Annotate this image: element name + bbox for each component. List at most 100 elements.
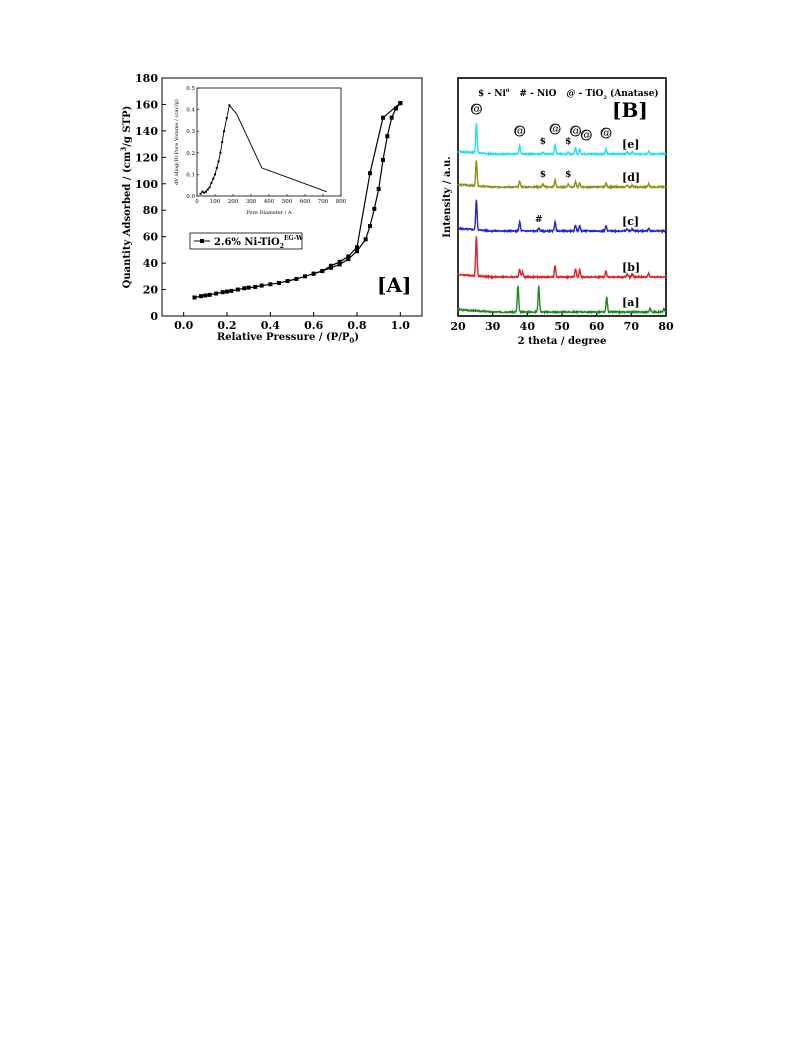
nio-marker: # (535, 215, 543, 225)
inset-point (217, 160, 220, 163)
inset-point (205, 190, 207, 193)
inset-y-tick-label: 0.2 (186, 151, 195, 157)
inset-y-ticks: 0.0 0.1 0.2 0.3 0.4 0.5 (186, 86, 199, 200)
inset-y-tick-label: 0.0 (186, 194, 195, 200)
panel-a-x-tick-label: 1.0 (391, 319, 410, 332)
inset-point (223, 130, 225, 133)
panel-b-phase-legend: $ - Ni0 # - NiO @ - TiO2 (Anatase) (478, 88, 659, 101)
panel-a-x-tick-label: 0.2 (217, 319, 236, 332)
panel-b-x-tick-label: 30 (485, 320, 501, 333)
panel-a-legend-box (189, 232, 303, 250)
xrd-series-label: [e] (622, 138, 639, 151)
panel-a-adsorption-point (385, 134, 390, 139)
inset-x-axis-label: Pore Diameter / A (246, 210, 292, 216)
inset-point (212, 177, 215, 180)
inset-y-tick-label: 0.3 (186, 129, 195, 135)
inset-point (221, 141, 224, 143)
panel-a-adsorption-point (253, 284, 258, 289)
panel-b-x-ticks: 20 30 40 50 60 70 80 (450, 312, 674, 333)
anatase-marker-ring (514, 125, 526, 137)
panel-a-adsorption-point (376, 187, 381, 192)
panel-a-adsorption-point (199, 294, 203, 299)
panel-a-x-tick-label: 0.4 (261, 319, 280, 332)
panel-a-adsorption-point (192, 295, 197, 300)
panel-a-plot-frame (161, 77, 423, 317)
ni-marker: $ (540, 137, 546, 147)
panel-a-adsorption-point (372, 206, 377, 211)
panel-a-desorption-point (355, 245, 359, 250)
inset-y-tick-label: 0.5 (186, 86, 195, 92)
xrd-pattern-d (457, 160, 667, 190)
inset-point (225, 117, 228, 120)
panel-a-adsorption-point (220, 290, 225, 295)
panel-a-adsorption-point (207, 292, 212, 297)
panel-a-y-tick-label: 160 (135, 98, 158, 111)
panel-a-series (192, 101, 403, 300)
panel-a-y-tick-label: 180 (135, 72, 158, 85)
panel-a-adsorption-point (259, 283, 264, 288)
inset-x-tick-label: 100 (210, 199, 221, 205)
panel-b-series (457, 122, 667, 315)
panel-b-series-labels: [a] [b] [c] [d] [e] (622, 138, 640, 309)
panel-a-desorption-point (311, 271, 316, 276)
panel-a-adsorption-point (389, 115, 394, 120)
inset-x-tick-label: 0 (195, 199, 199, 205)
xrd-pattern-b (457, 236, 667, 281)
inset-x-tick-label: 800 (336, 199, 347, 205)
panel-a-adsorption-point (268, 282, 273, 287)
inset-x-tick-label: 700 (318, 199, 329, 205)
anatase-marker: @ (550, 122, 561, 135)
panel-a-adsorption-point (303, 274, 307, 279)
panel-a-x-tick-label: 0.8 (347, 319, 366, 332)
panel-b-x-axis-label: 2 theta / degree (518, 336, 607, 347)
panel-b-x-tick-label: 20 (450, 320, 466, 333)
panel-a-legend-text: 2.6% Ni-TiO2EG-W (214, 235, 303, 250)
ni-marker: $ (565, 170, 571, 180)
panel-a-adsorption-point (363, 237, 368, 242)
panel-a-adsorption-point (203, 293, 208, 298)
panel-b-x-tick-label: 60 (589, 320, 605, 333)
inset-point (208, 186, 211, 189)
panel-a-adsorption-point (355, 249, 359, 254)
panel-a-y-tick-label: 80 (143, 204, 159, 217)
inset-point (228, 104, 231, 107)
panel-a-adsorption-point (346, 257, 351, 262)
anatase-marker: @ (581, 128, 592, 141)
panel-a-y-tick-label: 120 (135, 151, 158, 164)
panel-a-desorption-point (337, 259, 342, 264)
inset-point (214, 173, 216, 176)
anatase-marker: @ (570, 124, 581, 137)
panel-a-y-tick-label: 20 (143, 284, 159, 297)
inset-point (206, 188, 209, 191)
anatase-marker-ring (580, 129, 592, 141)
inset-plot-frame (196, 87, 342, 197)
inset-y-tick-label: 0.1 (186, 172, 195, 178)
panel-a-adsorption-point (242, 286, 247, 291)
panel-a-adsorption-point (277, 280, 281, 285)
panel-a: 0.0 0.2 0.4 0.6 0.8 1.0 0 20 40 60 80 100 120 140 160… (119, 72, 423, 345)
panel-b: 20 30 40 50 60 70 80 @@$@$@ @ @$ $# [a][b][c][d][… (442, 77, 674, 347)
panel-a-adsorption-point (229, 288, 234, 293)
panel-a-adsorption-point (214, 291, 219, 296)
inset-x-tick-label: 400 (264, 199, 275, 205)
panel-a-adsorption-point (246, 285, 251, 290)
panel-a-adsorption-point (394, 106, 398, 111)
inset-y-tick-label: 0.4 (186, 108, 195, 114)
inset-point (203, 191, 206, 194)
panel-b-y-axis-label: Intensity / a.u. (442, 156, 453, 237)
xrd-series-label: [b] (622, 261, 640, 274)
panel-a-x-ticks: 0.0 0.2 0.4 0.6 0.8 1.0 (174, 312, 410, 332)
inset-x-tick-label: 200 (228, 199, 239, 205)
panel-a-x-tick-label: 0.0 (174, 319, 193, 332)
ni-marker: $ (565, 137, 571, 147)
anatase-marker: @ (514, 124, 525, 137)
panel-b-annotations: @@$@$@ @ @$ $# (471, 102, 612, 225)
panel-b-x-tick-label: 70 (624, 320, 640, 333)
panel-a-y-ticks: 0 20 40 60 80 100 120 140 160 180 (135, 72, 166, 323)
panel-a-adsorption-point (294, 276, 299, 281)
panel-b-x-tick-label: 50 (554, 320, 570, 333)
inset-point (215, 166, 218, 169)
panel-a-y-axis-label: Quantity Adsorbed / (cm3/g STP) (119, 106, 133, 289)
anatase-marker: @ (601, 126, 612, 139)
